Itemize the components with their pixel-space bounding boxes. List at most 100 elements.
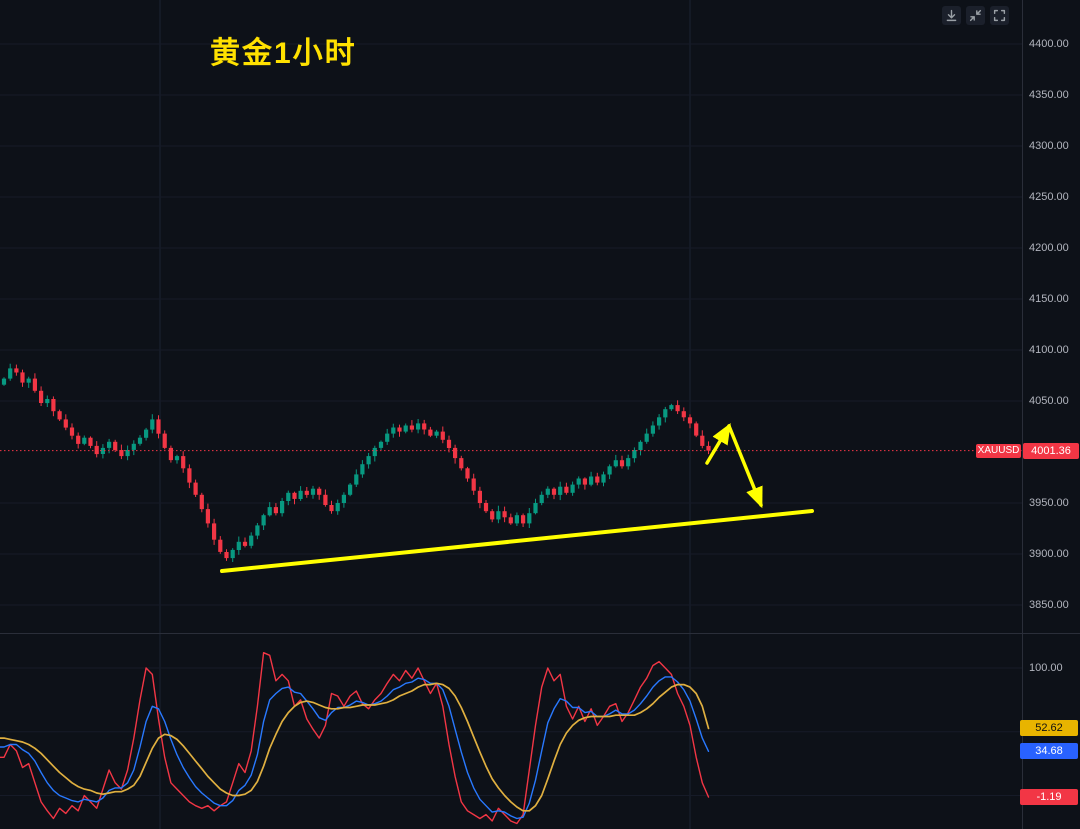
candle-body (280, 501, 285, 514)
candle-body (496, 511, 501, 520)
last-price-badge: 4001.36 (1023, 442, 1079, 459)
candle-body (576, 478, 581, 485)
candle-body (533, 503, 538, 514)
candle-body (490, 511, 495, 520)
candle-body (619, 460, 625, 467)
arrow-up[interactable] (705, 422, 731, 465)
candle-body (644, 433, 649, 442)
candle-body (335, 503, 340, 512)
chart-toolbar (942, 6, 1009, 25)
candle-body (193, 482, 198, 495)
candle-body (1, 378, 7, 385)
candle-body (57, 411, 62, 420)
candle-body (26, 378, 31, 383)
candle-body (100, 447, 105, 454)
symbol-badge: XAUUSD (976, 443, 1021, 458)
candle-body (32, 378, 37, 391)
candle-body (632, 450, 637, 459)
grid-layer (0, 0, 1022, 829)
candle-body (638, 441, 643, 450)
candle-body (131, 443, 136, 450)
candle-body (51, 399, 56, 412)
candle-body (687, 417, 693, 424)
drawing-annotations[interactable] (220, 422, 814, 573)
candle-body (700, 435, 705, 446)
candle-body (613, 460, 618, 467)
candle-body (582, 478, 587, 485)
candle-body (187, 468, 192, 483)
candle-body (150, 419, 155, 430)
candle-body (539, 494, 544, 503)
fullscreen-button[interactable] (990, 6, 1009, 25)
candle-body (378, 441, 384, 448)
candle-body (88, 437, 93, 446)
candle-body (8, 368, 13, 379)
indicator-line-j (0, 652, 710, 825)
candle-body (304, 490, 309, 495)
candle-body (39, 390, 44, 403)
candle-body (20, 372, 25, 383)
candle-body (162, 433, 167, 448)
candle-body (224, 552, 229, 559)
candle-body (286, 492, 291, 501)
candle-body (273, 507, 278, 514)
download-button[interactable] (942, 6, 961, 25)
indicator-value-badge-2: -1.19 (1020, 789, 1078, 806)
candle-body (657, 417, 662, 426)
candle-body (589, 476, 594, 485)
candle-body (230, 549, 235, 559)
candle-body (94, 445, 99, 455)
candle-body (385, 433, 390, 442)
candle-body (317, 488, 322, 495)
candle-body (181, 456, 186, 469)
candle-body (397, 427, 402, 432)
candle-body (409, 425, 414, 430)
price-axis-label: 4300.00 (1029, 140, 1069, 152)
candle-body (558, 486, 563, 495)
candle-body (249, 535, 254, 546)
price-axis-label: 4400.00 (1029, 38, 1069, 50)
arrow-down-icon (945, 9, 958, 22)
price-axis-label: 4250.00 (1029, 191, 1069, 203)
candle-body (607, 466, 612, 475)
candle-body (329, 505, 334, 512)
chart-title: 黄金1小时 (210, 37, 357, 70)
price-axis-label: 4150.00 (1029, 293, 1069, 305)
candle-body (144, 429, 149, 438)
candle-body (174, 456, 180, 461)
trendline[interactable] (220, 509, 814, 573)
candle-body (391, 427, 396, 434)
indicator-line-k (0, 676, 710, 820)
candle-body (113, 441, 118, 450)
candle-body (570, 484, 575, 493)
arrow-down[interactable] (727, 424, 763, 509)
candle-body (514, 515, 519, 524)
candle-body (199, 494, 204, 510)
fullscreen-icon (993, 9, 1006, 22)
candle-body (372, 447, 377, 457)
candle-body (14, 368, 19, 373)
candle-body (446, 439, 452, 448)
candle-body (453, 447, 458, 459)
candle-body (267, 507, 272, 516)
candle-body (156, 419, 161, 434)
candle-body (626, 458, 631, 467)
candle-body (292, 492, 297, 499)
candle-body (521, 515, 526, 524)
candle-body (459, 458, 464, 469)
candle-body (366, 456, 371, 465)
candle-body (477, 490, 482, 503)
candle-body (261, 515, 266, 526)
candle-body (663, 409, 668, 418)
candle-body (434, 431, 439, 436)
candle-body (428, 429, 433, 436)
candle-body (706, 445, 711, 451)
indicator-axis-label: 100.00 (1029, 662, 1063, 674)
collapse-button[interactable] (966, 6, 985, 25)
candle-body (82, 437, 87, 444)
candle-body (422, 423, 427, 430)
candle-body (119, 450, 124, 457)
candle-body (403, 425, 408, 432)
candle-body (416, 423, 421, 430)
